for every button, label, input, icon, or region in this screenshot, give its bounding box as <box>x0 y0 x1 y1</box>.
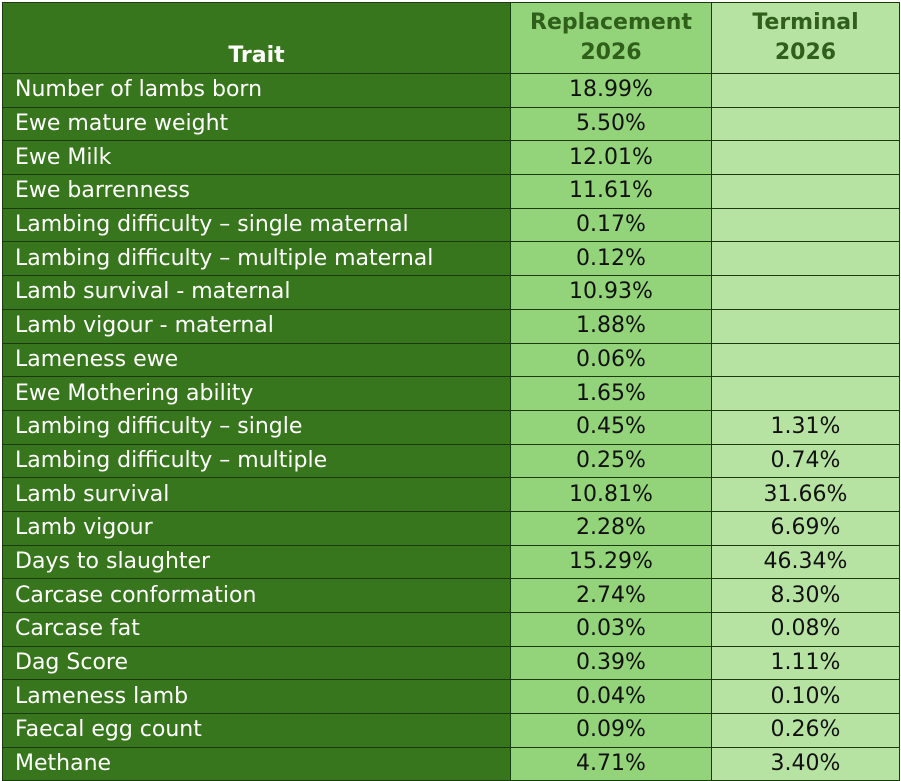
replacement-cell: 4.71% <box>510 746 712 781</box>
trait-cell: Lamb survival - maternal <box>2 275 511 310</box>
terminal-cell: 0.10% <box>711 679 900 715</box>
terminal-cell: 0.08% <box>711 612 900 647</box>
terminal-cell <box>711 207 900 243</box>
header-replacement: Replacement 2026 <box>510 2 712 74</box>
replacement-cell: 0.06% <box>510 342 712 378</box>
terminal-cell <box>711 73 900 108</box>
trait-cell: Faecal egg count <box>2 713 511 748</box>
replacement-cell: 0.04% <box>510 679 712 715</box>
table-row: Ewe barrenness 11.61% <box>2 174 900 209</box>
terminal-cell <box>711 275 900 310</box>
table-row: Ewe Mothering ability 1.65% <box>2 376 900 411</box>
terminal-cell: 6.69% <box>711 510 900 546</box>
table-row: Carcase fat 0.03% 0.08% <box>2 612 900 647</box>
terminal-cell: 46.34% <box>711 544 900 580</box>
replacement-cell: 0.17% <box>510 207 712 243</box>
trait-cell: Carcase fat <box>2 612 511 647</box>
header-replacement-line2: 2026 <box>580 40 642 65</box>
trait-cell: Lambing difficulty – multiple <box>2 443 511 479</box>
table-row: Lambing difficulty – single maternal 0.17… <box>2 207 900 243</box>
replacement-cell: 0.12% <box>510 241 712 277</box>
header-terminal-line2: 2026 <box>774 40 837 65</box>
header-terminal: Terminal 2026 <box>711 2 900 74</box>
table-row: Lameness ewe 0.06% <box>2 342 900 378</box>
trait-cell: Lamb vigour <box>2 510 511 546</box>
replacement-cell: 0.09% <box>510 713 712 748</box>
table-row: Lamb survival - maternal 10.93% <box>2 275 900 310</box>
terminal-cell <box>711 140 900 176</box>
replacement-cell: 10.81% <box>510 477 712 512</box>
trait-cell: Lambing difficulty – single <box>2 409 511 445</box>
trait-cell: Lameness lamb <box>2 679 511 715</box>
replacement-cell: 0.45% <box>510 409 712 445</box>
table-row: Dag Score 0.39% 1.11% <box>2 645 900 681</box>
table-row: Ewe mature weight 5.50% <box>2 106 900 142</box>
trait-cell: Ewe barrenness <box>2 174 511 209</box>
trait-cell: Lamb survival <box>2 477 511 512</box>
table-row: Ewe Milk 12.01% <box>2 140 900 176</box>
trait-cell: Lambing difficulty – single maternal <box>2 207 511 243</box>
terminal-cell: 3.40% <box>711 746 900 781</box>
terminal-cell <box>711 342 900 378</box>
terminal-cell: 0.26% <box>711 713 900 748</box>
terminal-cell <box>711 376 900 411</box>
replacement-cell: 15.29% <box>510 544 712 580</box>
table-row: Carcase conformation 2.74% 8.30% <box>2 578 900 613</box>
header-row: Trait Replacement 2026 Terminal 2026 <box>2 2 900 74</box>
trait-cell: Dag Score <box>2 645 511 681</box>
terminal-cell <box>711 174 900 209</box>
trait-cell: Methane <box>2 746 511 781</box>
replacement-cell: 10.93% <box>510 275 712 310</box>
terminal-cell: 0.74% <box>711 443 900 479</box>
terminal-cell: 31.66% <box>711 477 900 512</box>
replacement-cell: 0.39% <box>510 645 712 681</box>
trait-cell: Lambing difficulty – multiple maternal <box>2 241 511 277</box>
table-row: Lambing difficulty – multiple 0.25% 0.74% <box>2 443 900 479</box>
replacement-cell: 2.28% <box>510 510 712 546</box>
table-row: Days to slaughter 15.29% 46.34% <box>2 544 900 580</box>
table-row: Lamb vigour - maternal 1.88% <box>2 308 900 344</box>
terminal-cell: 1.11% <box>711 645 900 681</box>
replacement-cell: 1.88% <box>510 308 712 344</box>
table-row: Lambing difficulty – multiple maternal 0.… <box>2 241 900 277</box>
replacement-cell: 0.25% <box>510 443 712 479</box>
trait-cell: Ewe mature weight <box>2 106 511 142</box>
table-row: Lambing difficulty – single 0.45% 1.31% <box>2 409 900 445</box>
table-row: Lameness lamb 0.04% 0.10% <box>2 679 900 715</box>
trait-cell: Carcase conformation <box>2 578 511 613</box>
terminal-cell <box>711 308 900 344</box>
table-row: Methane 4.71% 3.40% <box>2 746 900 781</box>
terminal-cell: 8.30% <box>711 578 900 613</box>
terminal-cell <box>711 106 900 142</box>
table-body: Number of lambs born 18.99% Ewe mature wei… <box>2 73 900 781</box>
replacement-cell: 11.61% <box>510 174 712 209</box>
table-row: Faecal egg count 0.09% 0.26% <box>2 713 900 748</box>
replacement-cell: 5.50% <box>510 106 712 142</box>
trait-cell: Lameness ewe <box>2 342 511 378</box>
replacement-cell: 18.99% <box>510 73 712 108</box>
trait-cell: Days to slaughter <box>2 544 511 580</box>
trait-cell: Number of lambs born <box>2 73 511 108</box>
table-row: Lamb vigour 2.28% 6.69% <box>2 510 900 546</box>
replacement-cell: 1.65% <box>510 376 712 411</box>
trait-cell: Ewe Milk <box>2 140 511 176</box>
header-terminal-line1: Terminal <box>752 10 859 36</box>
trait-cell: Lamb vigour - maternal <box>2 308 511 344</box>
header-replacement-line1: Replacement <box>530 10 692 36</box>
terminal-cell: 1.31% <box>711 409 900 445</box>
replacement-cell: 0.03% <box>510 612 712 647</box>
terminal-cell <box>711 241 900 277</box>
replacement-cell: 2.74% <box>510 578 712 613</box>
table-row: Number of lambs born 18.99% <box>2 73 900 108</box>
table-row: Lamb survival 10.81% 31.66% <box>2 477 900 512</box>
trait-cell: Ewe Mothering ability <box>2 376 511 411</box>
header-trait: Trait <box>2 2 511 74</box>
replacement-cell: 12.01% <box>510 140 712 176</box>
